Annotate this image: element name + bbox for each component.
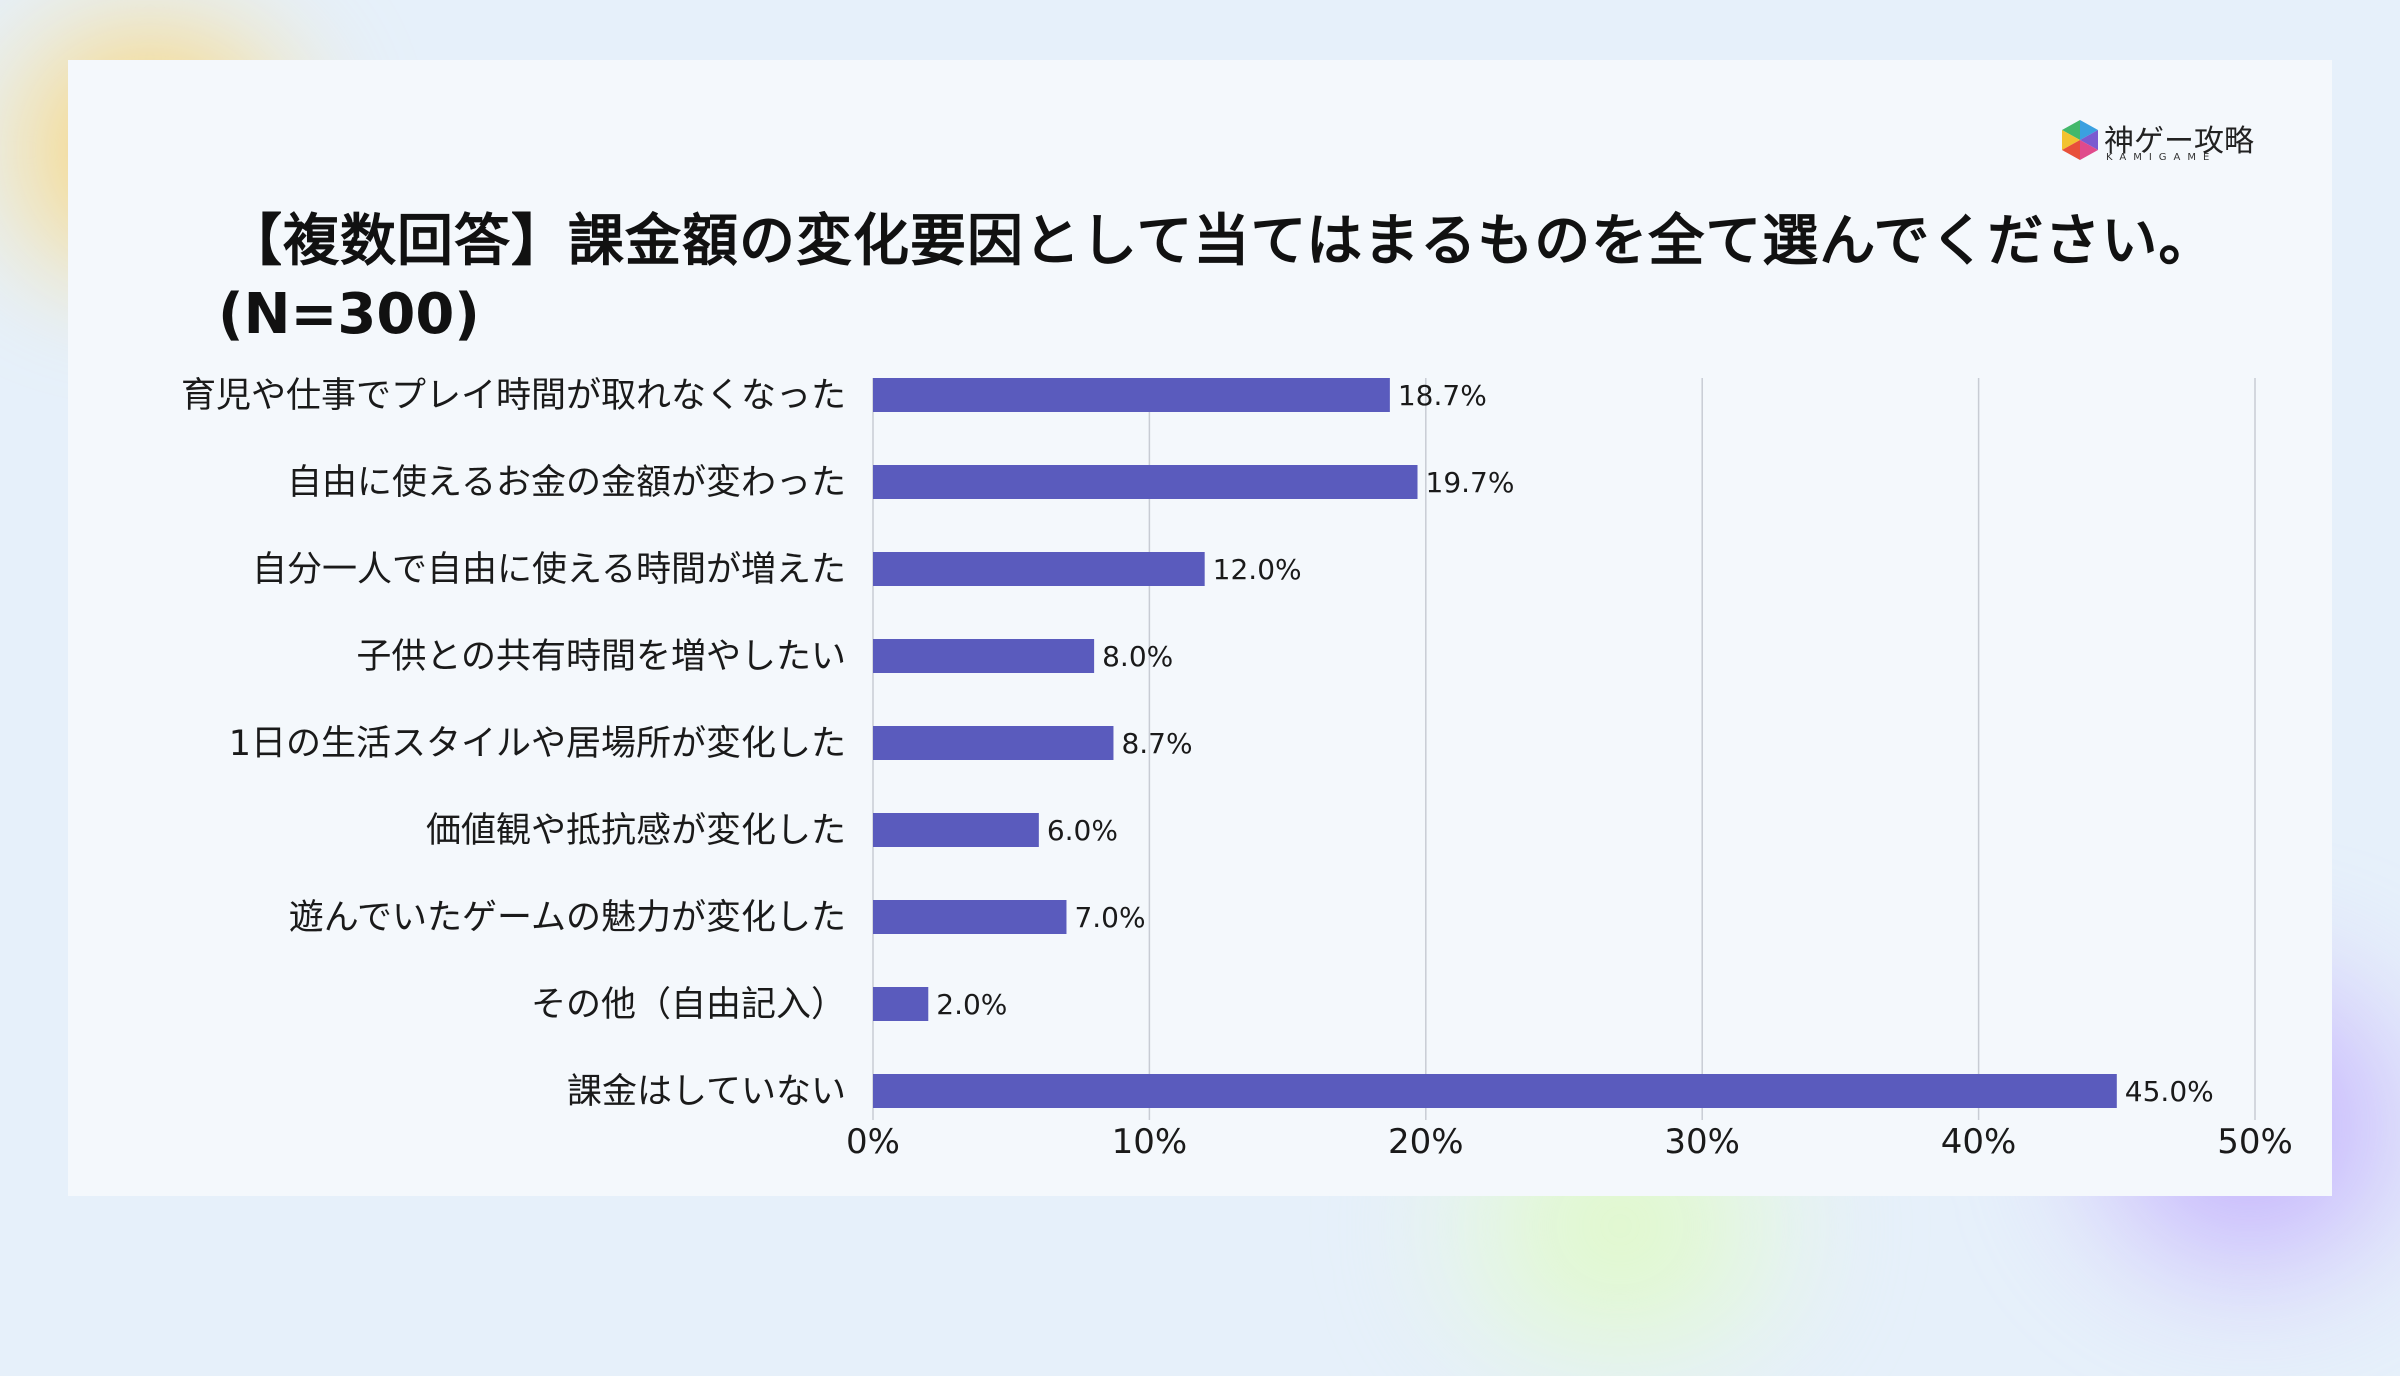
bar-3 bbox=[873, 639, 1095, 673]
value-label-2: 12.0% bbox=[1213, 553, 1302, 586]
bar-0 bbox=[873, 378, 1390, 412]
x-tick-label-1: 10% bbox=[1112, 1122, 1188, 1162]
chart-card bbox=[68, 60, 2332, 1196]
value-label-7: 2.0% bbox=[936, 988, 1007, 1021]
value-label-4: 8.7% bbox=[1121, 727, 1192, 760]
x-tick-label-5: 50% bbox=[2217, 1122, 2293, 1162]
category-label-6: 遊んでいたゲームの魅力が変化した bbox=[289, 898, 846, 938]
bar-5 bbox=[873, 813, 1039, 847]
value-label-0: 18.7% bbox=[1398, 379, 1487, 412]
logo: 神ゲー攻略 KAMIGAME bbox=[2060, 118, 2270, 166]
value-label-3: 8.0% bbox=[1102, 640, 1173, 673]
bar-4 bbox=[873, 726, 1114, 760]
x-tick-label-0: 0% bbox=[846, 1122, 900, 1162]
bar-2 bbox=[873, 552, 1205, 586]
x-tick-label-2: 20% bbox=[1388, 1122, 1464, 1162]
x-tick-label-4: 40% bbox=[1941, 1122, 2017, 1162]
logo-mark-icon bbox=[2062, 120, 2098, 160]
chart-subtitle: (N=300) bbox=[218, 282, 480, 347]
chart-title: 【複数回答】課金額の変化要因として当てはまるものを全て選んでください。 bbox=[226, 209, 2216, 274]
category-label-0: 育児や仕事でプレイ時間が取れなくなった bbox=[181, 376, 846, 416]
category-label-7: その他（自由記入） bbox=[531, 985, 846, 1025]
category-label-1: 自由に使えるお金の金額が変わった bbox=[287, 463, 846, 503]
logo-title: 神ゲー攻略 bbox=[2104, 124, 2254, 159]
category-label-5: 価値観や抵抗感が変化した bbox=[426, 811, 846, 851]
bar-6 bbox=[873, 900, 1067, 934]
value-label-5: 6.0% bbox=[1047, 814, 1118, 847]
value-label-6: 7.0% bbox=[1074, 901, 1145, 934]
value-label-8: 45.0% bbox=[2125, 1075, 2214, 1108]
category-label-4: 1日の生活スタイルや居場所が変化した bbox=[229, 724, 846, 764]
value-label-1: 19.7% bbox=[1426, 466, 1515, 499]
logo-subtitle: KAMIGAME bbox=[2106, 152, 2217, 163]
bar-chart: 育児や仕事でプレイ時間が取れなくなった 18.7% 自由に使えるお金の金額が変わった… bbox=[181, 376, 2293, 1162]
category-label-3: 子供との共有時間を増やしたい bbox=[356, 637, 846, 677]
bar-8 bbox=[873, 1074, 2117, 1108]
bar-1 bbox=[873, 465, 1418, 499]
bar-7 bbox=[873, 987, 929, 1021]
category-label-8: 課金はしていない bbox=[567, 1072, 846, 1112]
x-tick-label-3: 30% bbox=[1664, 1122, 1740, 1162]
category-label-2: 自分一人で自由に使える時間が増えた bbox=[252, 550, 846, 590]
